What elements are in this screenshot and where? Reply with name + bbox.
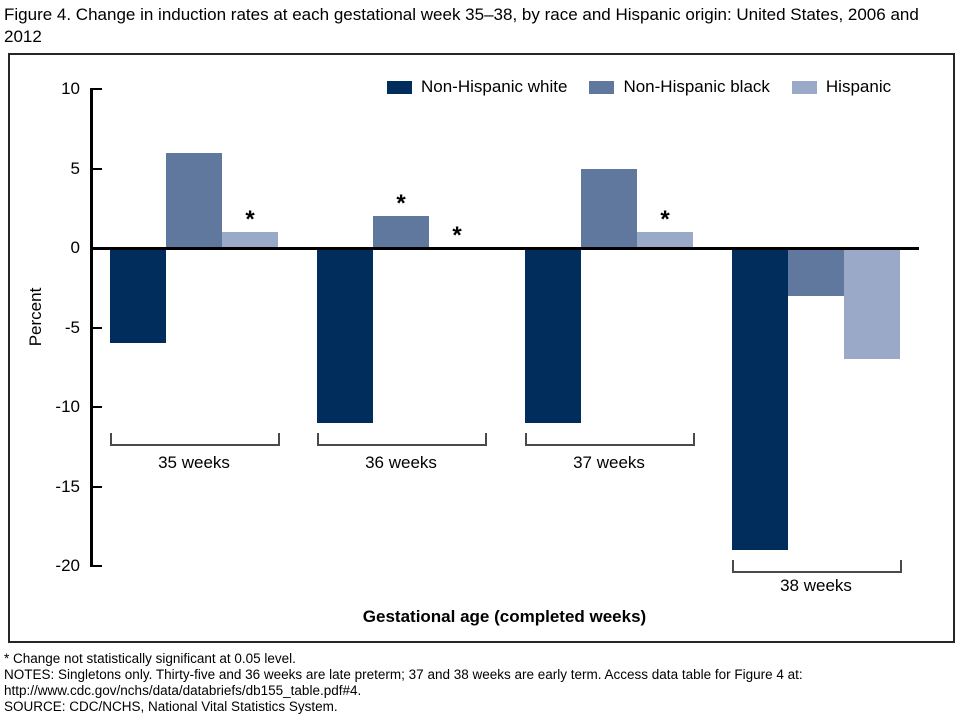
category-bracket bbox=[732, 560, 902, 573]
bar-non-hispanic-black-37 bbox=[581, 168, 637, 248]
legend-swatch-icon bbox=[589, 80, 615, 94]
significance-asterisk: * bbox=[660, 206, 670, 234]
legend-label: Hispanic bbox=[825, 77, 892, 96]
footnotes: * Change not statistically significant a… bbox=[4, 651, 954, 715]
category-bracket bbox=[317, 433, 487, 446]
figure-title: Figure 4. Change in induction rates at e… bbox=[4, 5, 919, 46]
footnote-source: SOURCE: CDC/NCHS, National Vital Statist… bbox=[4, 699, 338, 714]
zero-baseline bbox=[90, 247, 919, 250]
category-bracket bbox=[525, 433, 695, 446]
bar-non-hispanic-black-38 bbox=[788, 248, 844, 296]
chart-legend: Non-Hispanic white Non-Hispanic black Hisp… bbox=[387, 77, 891, 97]
footnote-notes: NOTES: Singletons only. Thirty-five and … bbox=[4, 667, 803, 698]
legend-item: Non-Hispanic black bbox=[589, 77, 770, 97]
bar-hispanic-37 bbox=[637, 232, 693, 248]
bar-hispanic-35 bbox=[222, 232, 278, 248]
y-tick-label: -15 bbox=[55, 476, 80, 496]
y-axis-line bbox=[90, 88, 93, 567]
legend-item: Hispanic bbox=[791, 77, 892, 97]
y-tick-label: 0 bbox=[70, 238, 80, 257]
significance-asterisk: * bbox=[245, 206, 255, 234]
bar-non-hispanic-white-38 bbox=[732, 248, 788, 551]
y-tick-label: -5 bbox=[64, 317, 80, 337]
y-tick-label: 5 bbox=[70, 158, 80, 178]
category-label: 35 weeks bbox=[158, 453, 230, 472]
category-bracket bbox=[110, 433, 280, 446]
legend-swatch-icon bbox=[387, 80, 412, 94]
y-tick-label: 10 bbox=[61, 79, 80, 98]
bar-hispanic-38 bbox=[844, 248, 900, 360]
y-axis-tick bbox=[90, 485, 102, 488]
category-label: 37 weeks bbox=[573, 453, 645, 472]
bar-non-hispanic-white-37 bbox=[525, 248, 581, 423]
y-tick-label: -10 bbox=[55, 397, 80, 416]
y-tick-label: -20 bbox=[55, 556, 80, 575]
bar-non-hispanic-black-36 bbox=[373, 216, 429, 248]
y-axis-tick bbox=[90, 326, 102, 329]
y-axis-tick bbox=[90, 88, 102, 90]
chart-area: Non-Hispanic white Non-Hispanic black Hisp… bbox=[8, 53, 955, 643]
significance-asterisk: * bbox=[396, 190, 406, 218]
x-axis-title: Gestational age (completed weeks) bbox=[362, 607, 647, 626]
y-axis-tick bbox=[90, 565, 102, 567]
bar-non-hispanic-black-35 bbox=[166, 152, 222, 248]
bar-non-hispanic-white-36 bbox=[317, 248, 373, 423]
y-axis-tick bbox=[90, 406, 102, 408]
legend-item: Non-Hispanic white bbox=[387, 77, 567, 97]
significance-asterisk: * bbox=[452, 222, 462, 249]
legend-swatch-icon bbox=[791, 80, 817, 94]
bar-non-hispanic-white-35 bbox=[110, 248, 166, 344]
category-label: 38 weeks bbox=[780, 576, 852, 595]
category-label: 36 weeks bbox=[365, 453, 437, 472]
footnote-significance: * Change not statistically significant a… bbox=[4, 651, 296, 666]
legend-label: Non-Hispanic black bbox=[623, 77, 770, 96]
legend-label: Non-Hispanic white bbox=[421, 77, 568, 96]
y-axis-tick bbox=[90, 167, 102, 170]
